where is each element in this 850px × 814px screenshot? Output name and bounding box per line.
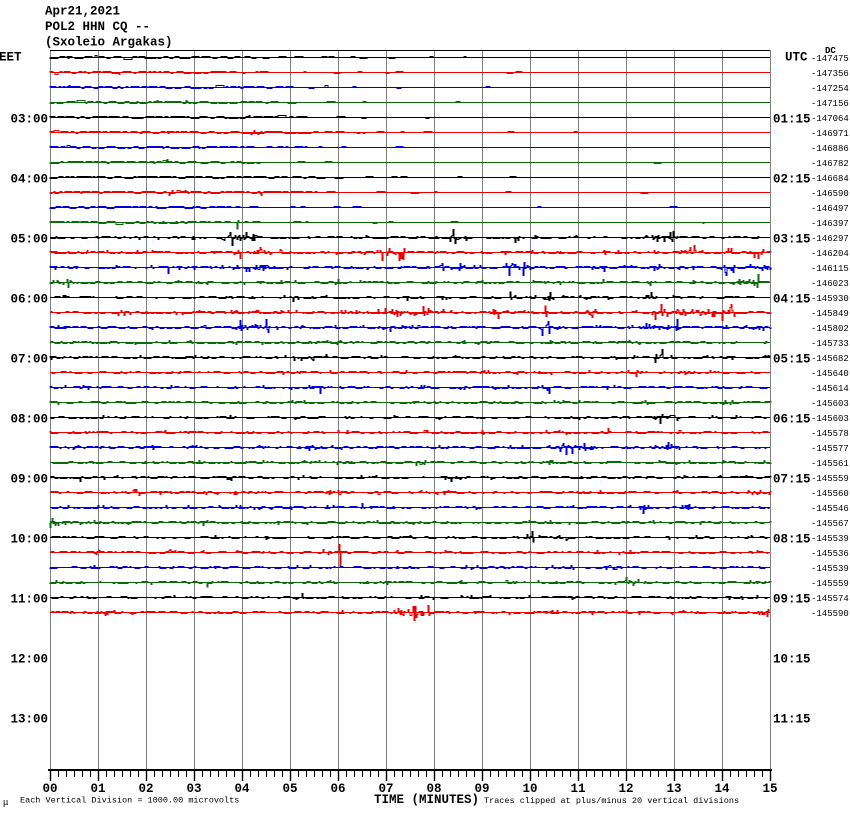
svg-text:09:15: 09:15 [773, 593, 811, 607]
svg-text:-145640: -145640 [811, 369, 849, 379]
svg-text:-145560: -145560 [811, 489, 849, 499]
svg-text:Apr21,2021: Apr21,2021 [45, 5, 120, 19]
svg-text:11: 11 [570, 782, 585, 796]
svg-text:14: 14 [714, 782, 730, 796]
svg-text:01:15: 01:15 [773, 113, 811, 127]
svg-text:02: 02 [138, 782, 153, 796]
svg-text:-147475: -147475 [811, 54, 849, 64]
svg-text:-145539: -145539 [811, 534, 849, 544]
svg-text:-146204: -146204 [811, 249, 849, 259]
svg-text:06:15: 06:15 [773, 413, 811, 427]
svg-text:02:15: 02:15 [773, 173, 811, 187]
svg-text:EET: EET [0, 51, 22, 65]
svg-text:08:15: 08:15 [773, 533, 811, 547]
svg-text:09:00: 09:00 [10, 473, 48, 487]
svg-text:(Sxoleio Argakas): (Sxoleio Argakas) [45, 36, 173, 50]
svg-text:-147356: -147356 [811, 69, 849, 79]
svg-text:-146886: -146886 [811, 144, 849, 154]
svg-text:15: 15 [762, 782, 777, 796]
svg-text:12: 12 [618, 782, 633, 796]
svg-text:-145578: -145578 [811, 429, 849, 439]
svg-text:11:00: 11:00 [10, 593, 48, 607]
svg-text:-145561: -145561 [811, 459, 849, 469]
svg-text:13:00: 13:00 [10, 713, 48, 727]
svg-text:09: 09 [474, 782, 489, 796]
svg-text:-147254: -147254 [811, 84, 849, 94]
svg-text:-145536: -145536 [811, 549, 849, 559]
svg-text:-145849: -145849 [811, 309, 849, 319]
svg-text:-145614: -145614 [811, 384, 849, 394]
svg-text:POL2 HHN CQ --: POL2 HHN CQ -- [45, 20, 150, 34]
svg-text:-146782: -146782 [811, 159, 849, 169]
svg-text:06:00: 06:00 [10, 293, 48, 307]
svg-text:-145930: -145930 [811, 294, 849, 304]
svg-text:-146023: -146023 [811, 279, 849, 289]
svg-text:Traces clipped at plus/minus 2: Traces clipped at plus/minus 20 vertical… [484, 796, 739, 806]
svg-text:DC: DC [825, 46, 836, 56]
svg-text:05:15: 05:15 [773, 353, 811, 367]
svg-text:μ: μ [3, 798, 9, 808]
svg-text:07:15: 07:15 [773, 473, 811, 487]
svg-text:-147156: -147156 [811, 99, 849, 109]
svg-text:-145559: -145559 [811, 579, 849, 589]
svg-text:-145802: -145802 [811, 324, 849, 334]
svg-text:-145567: -145567 [811, 519, 849, 529]
svg-text:05: 05 [282, 782, 297, 796]
svg-text:04: 04 [234, 782, 250, 796]
svg-text:-146684: -146684 [811, 174, 849, 184]
svg-text:08: 08 [426, 782, 441, 796]
svg-text:03: 03 [186, 782, 201, 796]
svg-text:12:00: 12:00 [10, 653, 48, 667]
svg-text:-145577: -145577 [811, 444, 849, 454]
svg-text:-145574: -145574 [811, 594, 849, 604]
svg-text:-146497: -146497 [811, 204, 849, 214]
svg-text:Each Vertical Division = 1000.: Each Vertical Division = 1000.00 microvo… [20, 796, 239, 806]
svg-text:-145603: -145603 [811, 399, 849, 409]
svg-text:-145682: -145682 [811, 354, 849, 364]
svg-text:-146971: -146971 [811, 129, 849, 139]
svg-text:05:00: 05:00 [10, 233, 48, 247]
svg-text:-147064: -147064 [811, 114, 849, 124]
svg-text:03:15: 03:15 [773, 233, 811, 247]
svg-text:-145733: -145733 [811, 339, 849, 349]
svg-text:01: 01 [90, 782, 105, 796]
svg-text:-145546: -145546 [811, 504, 849, 514]
svg-text:03:00: 03:00 [10, 113, 48, 127]
svg-text:-146115: -146115 [811, 264, 849, 274]
svg-text:UTC: UTC [785, 51, 808, 65]
svg-text:-145590: -145590 [811, 609, 849, 619]
svg-text:-145603: -145603 [811, 414, 849, 424]
svg-text:04:15: 04:15 [773, 293, 811, 307]
svg-text:-146297: -146297 [811, 234, 849, 244]
svg-text:07:00: 07:00 [10, 353, 48, 367]
svg-text:10: 10 [522, 782, 537, 796]
svg-text:11:15: 11:15 [773, 713, 811, 727]
svg-text:07: 07 [378, 782, 393, 796]
svg-text:00: 00 [42, 782, 57, 796]
svg-text:13: 13 [666, 782, 681, 796]
svg-text:08:00: 08:00 [10, 413, 48, 427]
svg-text:04:00: 04:00 [10, 173, 48, 187]
svg-text:-145559: -145559 [811, 474, 849, 484]
svg-text:06: 06 [330, 782, 345, 796]
svg-text:TIME (MINUTES): TIME (MINUTES) [374, 793, 479, 807]
svg-text:10:15: 10:15 [773, 653, 811, 667]
svg-text:-146590: -146590 [811, 189, 849, 199]
svg-text:10:00: 10:00 [10, 533, 48, 547]
svg-text:-146397: -146397 [811, 219, 849, 229]
svg-text:-145539: -145539 [811, 564, 849, 574]
